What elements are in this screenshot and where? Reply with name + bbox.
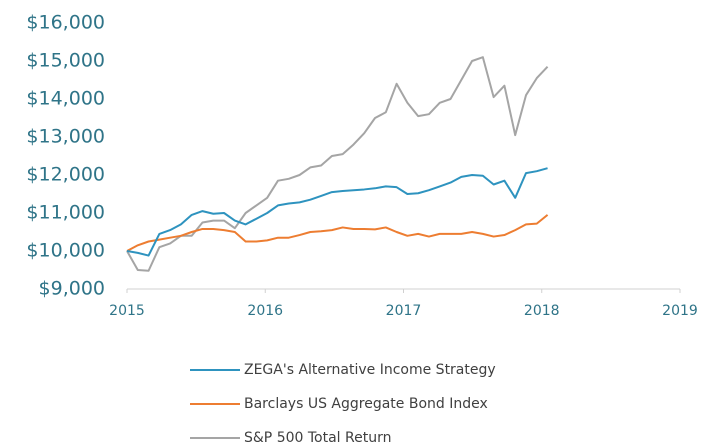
- x-tick-label: 2015: [109, 303, 145, 319]
- series-line: [126, 56, 549, 272]
- series-line: [126, 214, 549, 252]
- y-tick-label: $15,000: [26, 50, 105, 72]
- y-tick-label: $13,000: [26, 126, 105, 148]
- x-tick-label: 2016: [247, 303, 283, 319]
- legend-label: Barclays US Aggregate Bond Index: [244, 396, 488, 412]
- y-tick-label: $12,000: [26, 164, 105, 186]
- x-tick-label: 2017: [386, 303, 422, 319]
- legend-label: ZEGA's Alternative Income Strategy: [244, 362, 496, 378]
- y-tick-label: $11,000: [26, 202, 105, 224]
- y-tick-label: $10,000: [26, 240, 105, 262]
- series-line: [126, 167, 548, 257]
- x-tick-label: 2019: [662, 303, 698, 319]
- x-tick-label: 2018: [524, 303, 560, 319]
- y-tick-label: $9,000: [39, 278, 105, 300]
- y-tick-label: $14,000: [26, 88, 105, 110]
- y-tick-label: $16,000: [26, 12, 105, 34]
- legend-label: S&P 500 Total Return: [244, 430, 391, 445]
